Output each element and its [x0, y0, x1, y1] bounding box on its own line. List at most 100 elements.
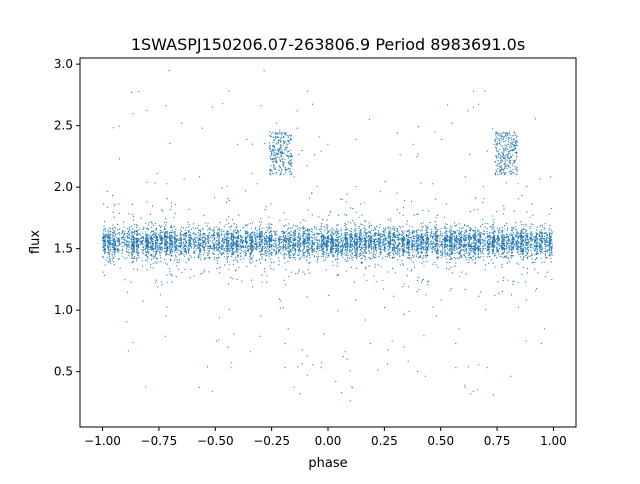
data-point	[107, 246, 109, 248]
data-point	[415, 230, 417, 232]
data-point	[266, 251, 268, 253]
data-point	[188, 251, 190, 253]
data-point	[364, 240, 366, 242]
data-point	[416, 213, 418, 215]
data-point	[171, 244, 173, 246]
data-point	[407, 248, 409, 250]
data-point	[351, 248, 354, 250]
data-point	[170, 259, 172, 262]
data-point	[403, 249, 405, 251]
data-point	[368, 230, 370, 232]
data-point	[201, 228, 203, 230]
data-point	[416, 290, 418, 293]
data-point	[111, 245, 113, 247]
data-point	[168, 70, 170, 72]
data-point	[364, 221, 366, 223]
data-point	[219, 252, 221, 254]
data-point	[399, 249, 401, 251]
data-point	[307, 245, 309, 247]
data-point	[293, 386, 295, 388]
data-point	[145, 255, 148, 257]
data-point	[406, 251, 408, 254]
data-point	[402, 238, 404, 240]
data-point	[228, 237, 230, 239]
data-point	[124, 232, 126, 234]
data-point	[112, 234, 114, 236]
data-point	[326, 245, 329, 247]
data-point	[215, 340, 218, 342]
data-point	[308, 251, 310, 253]
data-point	[246, 247, 248, 249]
data-point	[205, 257, 207, 259]
data-point	[417, 277, 419, 279]
data-point	[385, 256, 387, 258]
data-point	[185, 231, 187, 233]
data-point	[216, 243, 218, 245]
data-point	[322, 255, 324, 257]
data-point	[432, 248, 434, 251]
data-point	[133, 230, 136, 232]
data-point	[147, 257, 149, 259]
data-point	[113, 250, 115, 253]
data-point	[261, 247, 263, 249]
data-point	[203, 249, 206, 252]
data-point	[418, 255, 420, 257]
data-point	[321, 225, 323, 227]
data-point	[379, 223, 381, 225]
data-point	[150, 240, 152, 242]
data-point	[150, 247, 152, 249]
data-point	[233, 236, 235, 238]
data-point	[113, 247, 115, 249]
data-point	[402, 248, 404, 250]
data-point	[226, 231, 228, 233]
data-point	[299, 228, 302, 230]
data-point	[150, 245, 152, 247]
data-point	[298, 247, 300, 249]
data-point	[341, 242, 343, 244]
data-point	[351, 387, 353, 389]
data-point	[227, 236, 229, 238]
data-point	[160, 236, 162, 238]
data-point	[208, 228, 211, 230]
data-point	[285, 246, 287, 248]
data-point	[420, 182, 422, 184]
data-point	[416, 156, 418, 158]
data-point	[265, 238, 267, 240]
data-point	[298, 271, 300, 273]
data-point	[372, 247, 374, 249]
data-point	[322, 252, 324, 255]
data-point	[426, 255, 428, 257]
data-point	[247, 249, 249, 251]
data-point	[323, 246, 325, 248]
data-point	[327, 231, 329, 233]
data-point	[361, 257, 363, 259]
data-point	[422, 235, 425, 237]
data-point	[235, 236, 237, 238]
data-point	[270, 240, 272, 242]
data-point	[227, 247, 229, 249]
data-point	[136, 230, 138, 233]
data-point	[312, 237, 314, 239]
data-point	[406, 247, 408, 249]
data-point	[373, 256, 375, 258]
data-point	[160, 225, 162, 227]
data-point	[183, 241, 185, 244]
data-point	[373, 247, 375, 249]
data-point	[118, 248, 120, 250]
data-point	[239, 244, 241, 246]
data-point	[188, 242, 190, 244]
data-point	[126, 244, 128, 246]
data-point	[279, 235, 281, 237]
data-point	[268, 245, 270, 247]
data-point	[133, 235, 135, 237]
data-point	[174, 254, 176, 256]
data-point	[289, 237, 291, 239]
data-point	[245, 252, 247, 255]
data-point	[242, 243, 244, 245]
data-point	[377, 241, 379, 243]
data-point	[260, 249, 262, 251]
data-point	[265, 259, 267, 262]
data-point	[189, 240, 191, 243]
data-point	[203, 240, 205, 242]
data-point	[184, 250, 186, 252]
